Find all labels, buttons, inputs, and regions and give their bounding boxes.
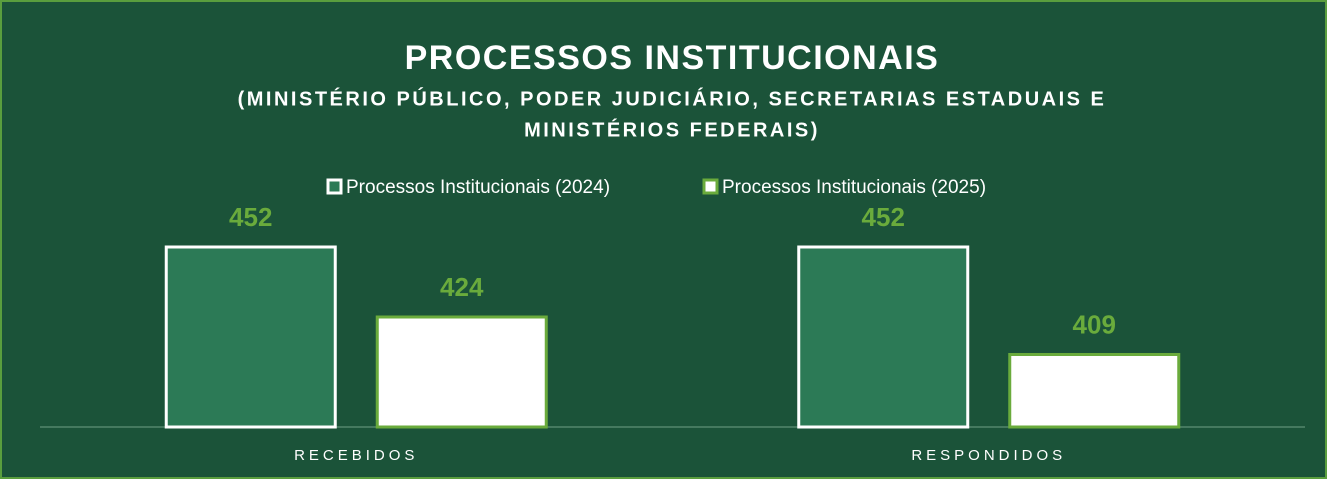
- data-label: 452: [229, 202, 272, 232]
- chart-subtitle: (MINISTÉRIO PÚBLICO, PODER JUDICIÁRIO, S…: [238, 86, 1107, 110]
- bar: [797, 245, 970, 429]
- legend-swatch: [702, 178, 719, 195]
- x-tick-label: RESPONDIDOS: [911, 447, 1066, 464]
- legend-swatch: [326, 178, 343, 195]
- data-label: 452: [862, 202, 905, 232]
- bar: [375, 315, 548, 429]
- bar: [1008, 353, 1181, 429]
- legend-label: Processos Institucionais (2024): [346, 177, 610, 198]
- data-label: 409: [1073, 309, 1116, 339]
- chart-subtitle: MINISTÉRIOS FEDERAIS): [524, 118, 820, 141]
- bar: [164, 245, 337, 429]
- data-label: 424: [440, 272, 484, 302]
- chart-title: PROCESSOS INSTITUCIONAIS: [405, 39, 940, 77]
- x-tick-label: RECEBIDOS: [294, 447, 418, 464]
- legend-label: Processos Institucionais (2025): [722, 177, 986, 198]
